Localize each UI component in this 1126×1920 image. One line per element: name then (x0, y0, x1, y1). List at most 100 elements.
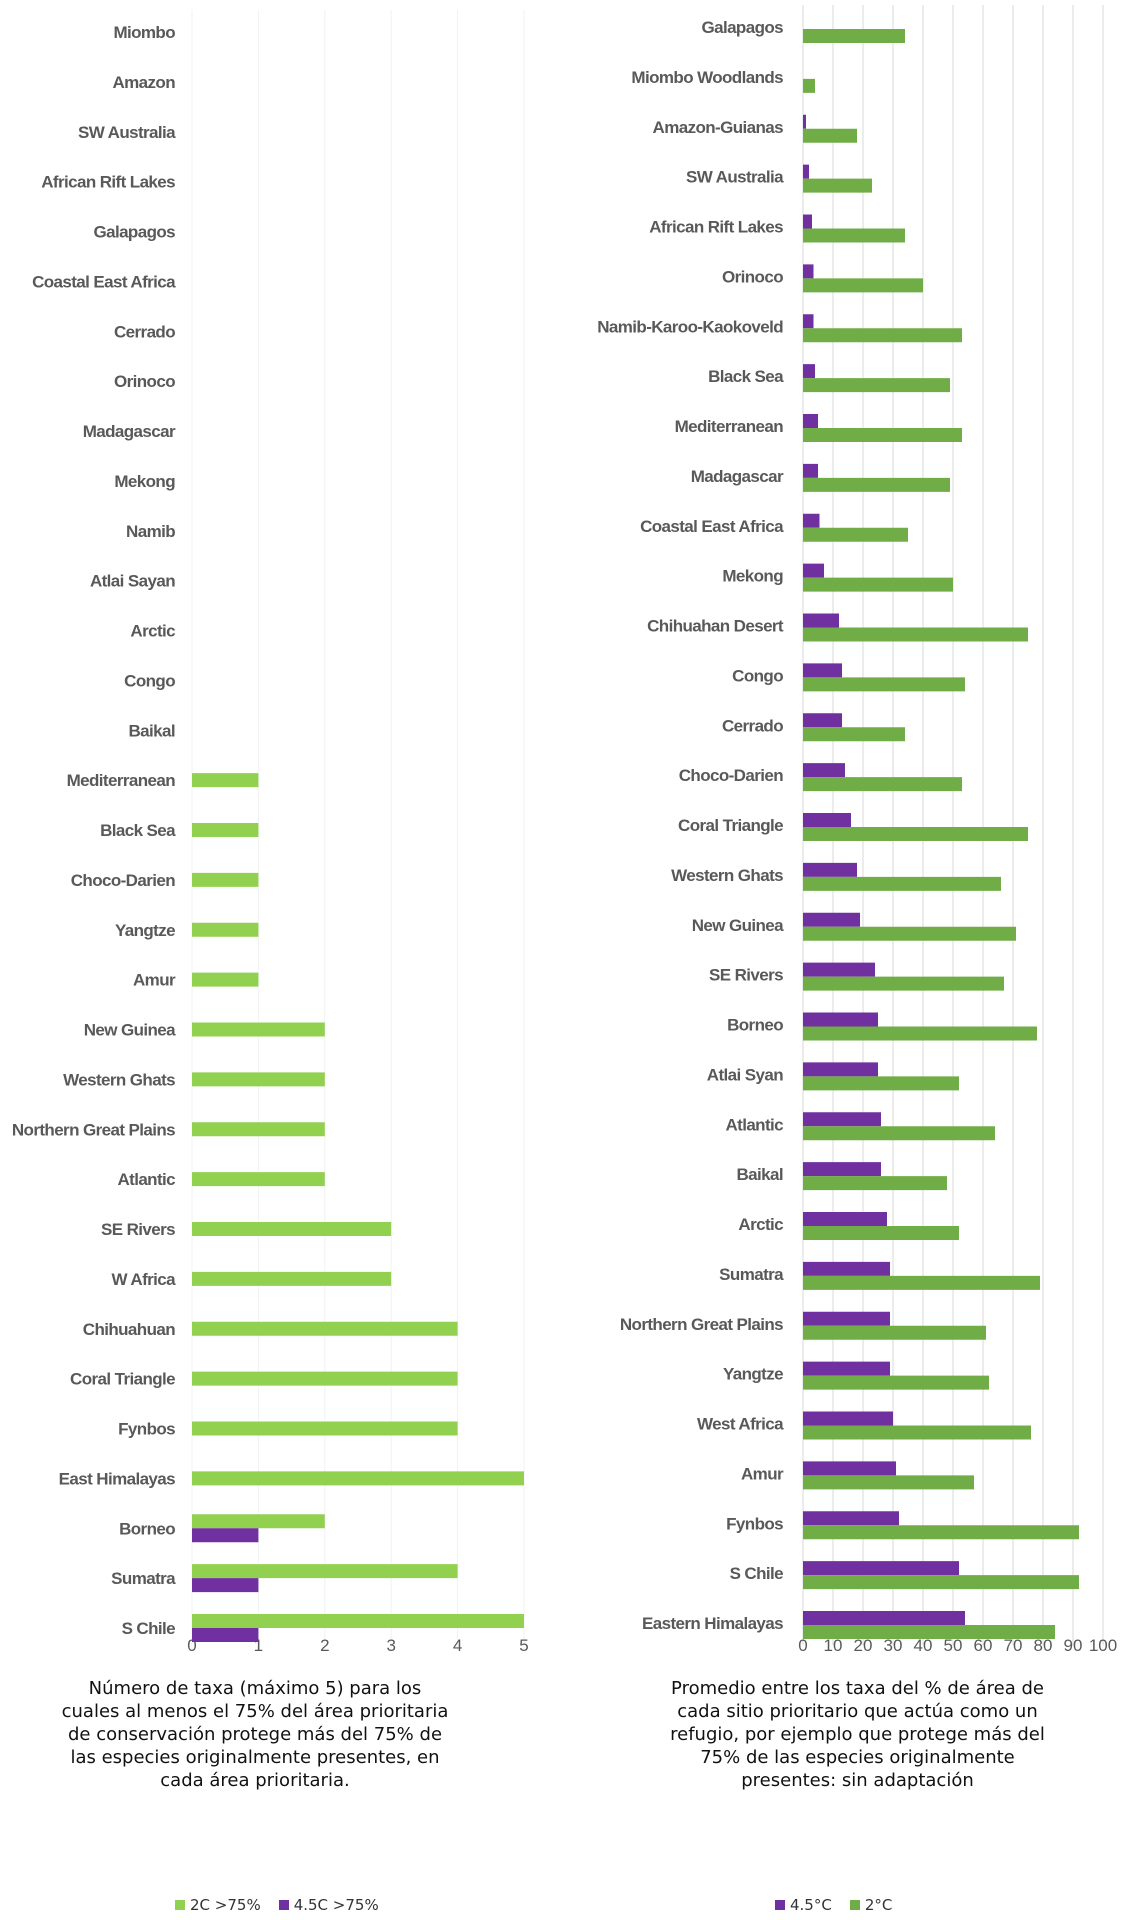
bar-a (192, 1122, 325, 1137)
category-label: Chihuahuan (83, 1320, 175, 1339)
category-label: Sumatra (719, 1265, 784, 1284)
bar-b (803, 328, 962, 343)
bar-a (803, 962, 875, 977)
x-tick-label: 80 (1034, 1636, 1053, 1655)
category-label: Mediterranean (675, 417, 784, 436)
bar-b (803, 1575, 1079, 1590)
category-label: African Rift Lakes (649, 218, 783, 237)
bar-b (803, 976, 1004, 991)
bar-b (803, 1425, 1031, 1440)
category-label: S Chile (730, 1564, 784, 1583)
category-label: Yangtze (115, 921, 175, 940)
bar-a (803, 264, 814, 279)
category-label: African Rift Lakes (41, 173, 175, 192)
category-label: Northern Great Plains (620, 1315, 783, 1334)
category-label: Atlantic (117, 1170, 175, 1189)
category-label: Coastal East Africa (32, 272, 176, 291)
bar-b (803, 428, 962, 442)
x-tick-label: 2 (320, 1636, 329, 1655)
legend-item: 4.5C >75% (278, 1896, 379, 1914)
bar-a (803, 563, 824, 578)
bar-a (803, 813, 851, 827)
bar-a (803, 713, 842, 728)
category-label: Arctic (738, 1215, 783, 1234)
bar-b (803, 827, 1028, 841)
bar-b (803, 727, 905, 742)
bar-a (803, 114, 806, 129)
bar-a (803, 463, 818, 478)
bar-b (803, 29, 905, 43)
bar-a (192, 1172, 325, 1187)
category-label: West Africa (697, 1415, 784, 1434)
bar-b (803, 178, 872, 193)
category-label: Orinoco (722, 267, 783, 286)
bar-b (803, 926, 1016, 941)
bar-a (803, 164, 809, 179)
bar-b (192, 1578, 259, 1593)
category-label: Congo (732, 666, 783, 685)
bar-a (803, 1012, 878, 1027)
x-tick-label: 70 (1004, 1636, 1023, 1655)
category-label: Miombo Woodlands (631, 68, 783, 87)
bar-a (803, 862, 857, 877)
category-label: Baikal (737, 1165, 784, 1184)
category-label: Congo (124, 671, 175, 690)
category-label: Galapagos (701, 18, 783, 37)
category-label: Choco-Darien (679, 766, 783, 785)
bar-a (192, 1271, 392, 1286)
bar-a (803, 1561, 959, 1576)
bar-b (803, 78, 815, 93)
category-label: Amazon (112, 73, 175, 92)
bar-a (192, 773, 259, 788)
bar-b (803, 378, 950, 393)
bar-a (192, 1471, 524, 1486)
category-label: Western Ghats (63, 1070, 175, 1089)
category-label: Borneo (727, 1016, 783, 1035)
category-label: Atlai Sayan (90, 572, 175, 591)
category-label: Eastern Himalayas (642, 1614, 783, 1633)
bar-a (803, 613, 839, 628)
bar-a (803, 1361, 890, 1376)
category-label: Arctic (130, 622, 175, 641)
bar-a (192, 1564, 458, 1579)
bar-a (803, 1611, 965, 1625)
x-tick-label: 50 (944, 1636, 963, 1655)
category-label: Miombo (113, 23, 175, 42)
category-label: Mediterranean (67, 771, 176, 790)
bar-a (803, 513, 820, 528)
x-tick-label: 0 (187, 1636, 196, 1655)
x-tick-label: 60 (974, 1636, 993, 1655)
left-legend: 2C >75% 4.5C >75% (175, 1896, 379, 1914)
category-label: Fynbos (726, 1514, 783, 1533)
x-tick-label: 20 (854, 1636, 873, 1655)
bar-a (803, 414, 818, 428)
category-label: SW Australia (78, 123, 176, 142)
bar-b (803, 278, 923, 293)
bar-b (803, 477, 950, 492)
category-label: Black Sea (708, 367, 784, 386)
bar-b (803, 1176, 947, 1191)
x-tick-label: 90 (1064, 1636, 1083, 1655)
bar-a (192, 823, 259, 837)
category-label: Choco-Darien (71, 871, 175, 890)
bar-b (803, 777, 962, 792)
category-label: Namib-Karoo-Kaokoveld (597, 317, 783, 336)
category-label: New Guinea (692, 916, 784, 935)
bar-a (803, 1461, 896, 1476)
category-label: Mekong (114, 472, 175, 491)
category-label: Coral Triangle (678, 816, 783, 835)
bar-b (803, 577, 953, 592)
bar-b (803, 228, 905, 243)
category-label: SE Rivers (709, 966, 783, 985)
bar-a (803, 1411, 893, 1426)
x-tick-label: 4 (453, 1636, 462, 1655)
bar-a (803, 1212, 887, 1226)
category-label: Amazon-Guianas (653, 118, 784, 137)
bar-a (803, 1311, 890, 1326)
category-label: Mekong (722, 567, 783, 586)
bar-a (192, 972, 259, 987)
bar-a (192, 1614, 524, 1628)
category-label: W Africa (111, 1270, 176, 1289)
bar-b (803, 1325, 986, 1340)
